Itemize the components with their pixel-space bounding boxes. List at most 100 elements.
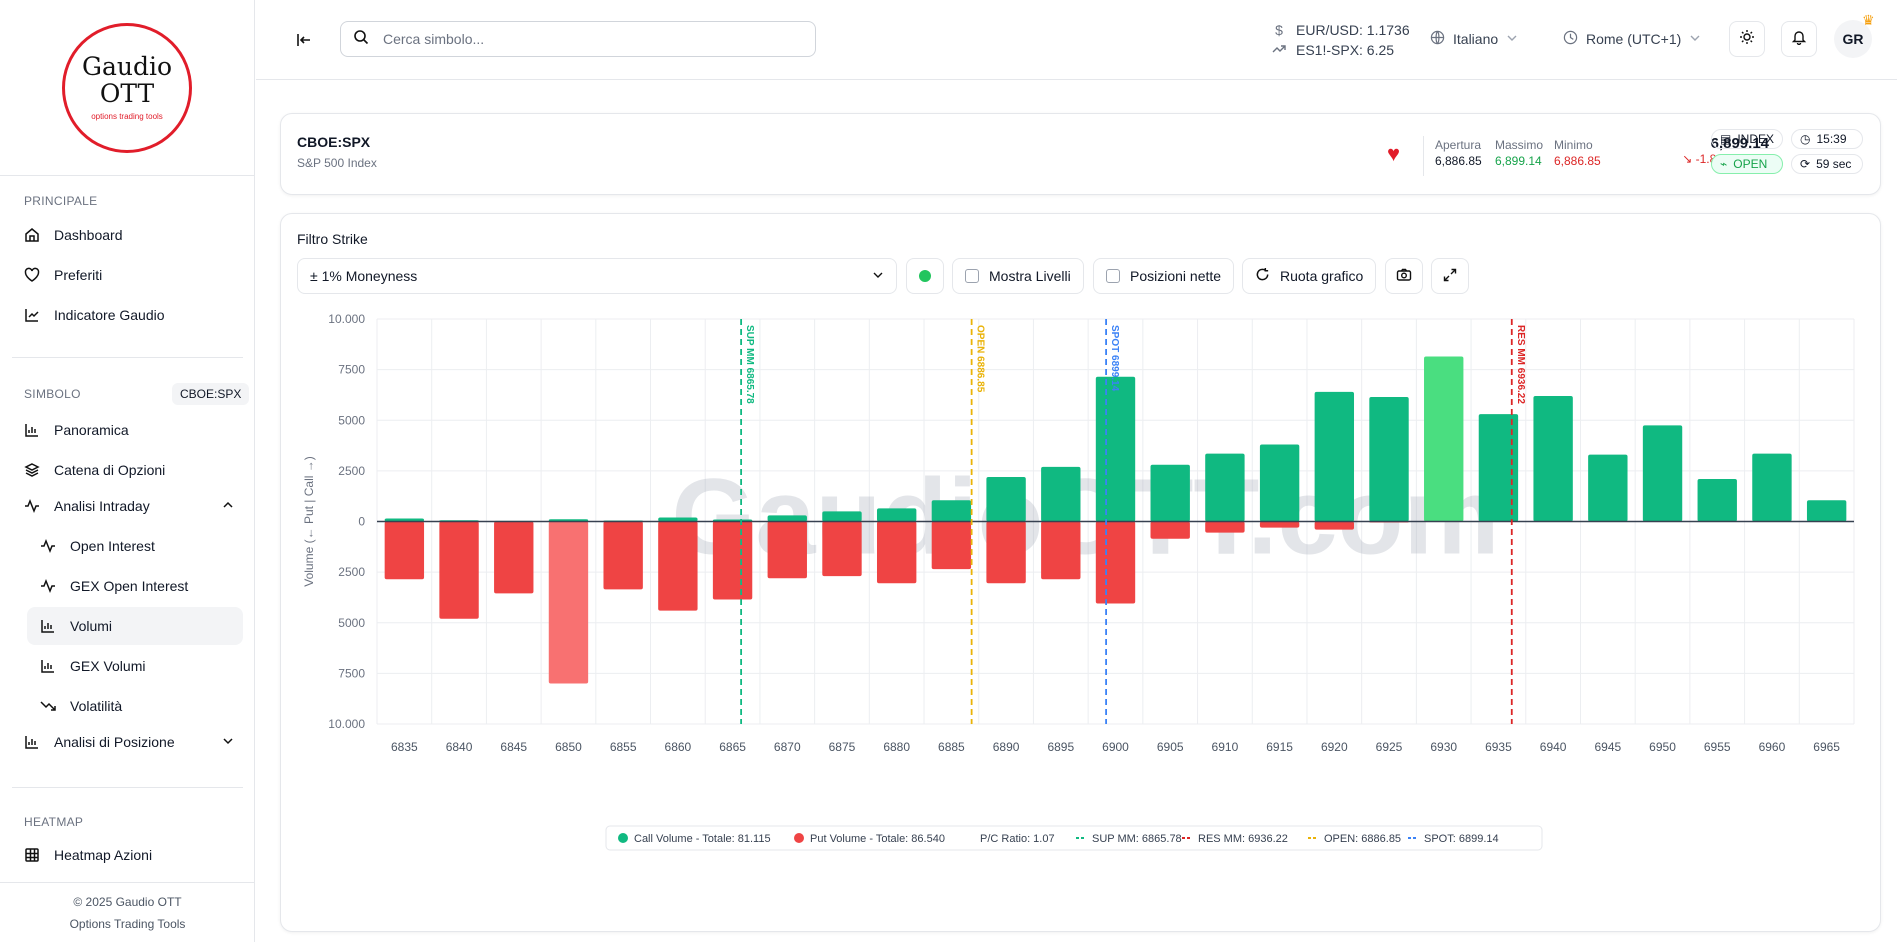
language-selector[interactable]: Italiano — [1430, 30, 1518, 48]
refresh-icon: ⟳ — [1800, 157, 1811, 171]
y-tick-label: 5000 — [338, 616, 365, 630]
camera-icon — [1396, 267, 1412, 286]
theme-toggle-button[interactable] — [1729, 21, 1765, 57]
moneyness-select[interactable]: ± 1% Moneyness — [297, 258, 897, 294]
search-icon — [353, 29, 369, 50]
y-tick-label: 0 — [358, 515, 365, 529]
sidebar-item-label: Indicatore Gaudio — [54, 307, 165, 323]
x-tick-label: 6920 — [1321, 740, 1348, 754]
refresh-badge[interactable]: ⟳ 59 sec — [1791, 154, 1863, 174]
brand-logo[interactable]: Gaudio OTT options trading tools — [62, 22, 192, 153]
put-bar — [548, 521, 589, 684]
x-tick-label: 6930 — [1430, 740, 1457, 754]
user-avatar[interactable]: GR — [1834, 20, 1872, 58]
show-levels-label: Mostra Livelli — [989, 268, 1071, 284]
chevron-down-icon — [1506, 31, 1518, 47]
favorite-heart-icon[interactable]: ♥ — [1387, 141, 1401, 166]
clock-icon: ◷ — [1800, 132, 1811, 146]
chevron-down-icon — [872, 268, 884, 284]
put-bar — [1314, 521, 1355, 530]
topbar: $ EUR/USD: 1.1736 ES1!-SPX: 6.25 Italiano… — [256, 0, 1897, 80]
notifications-button[interactable] — [1781, 21, 1817, 57]
market-status-badge: ⌁ OPEN — [1711, 154, 1783, 174]
put-bar — [1041, 521, 1081, 580]
sidebar-item-catena[interactable]: Catena di Opzioni — [24, 452, 165, 488]
x-tick-label: 6905 — [1157, 740, 1184, 754]
level-label-sup: SUP MM 6865.78 — [744, 325, 755, 404]
copyright-text: © 2025 Gaudio OTT — [73, 895, 182, 909]
y-axis-label: Volume (← Put | Call →) — [302, 456, 316, 587]
x-tick-label: 6960 — [1759, 740, 1786, 754]
put-bar — [494, 521, 534, 594]
sidebar-item-label: Catena di Opzioni — [54, 462, 166, 478]
sidebar-item-dashboard[interactable]: Dashboard — [24, 217, 123, 253]
sidebar-item-gex-volumi[interactable]: GEX Volumi — [40, 648, 145, 684]
sidebar-divider — [12, 787, 243, 788]
net-positions-toggle[interactable]: Posizioni nette — [1093, 258, 1235, 294]
stat-label: Massimo — [1495, 138, 1544, 152]
sidebar-item-preferiti[interactable]: Preferiti — [24, 257, 102, 293]
collapse-sidebar-button[interactable] — [292, 28, 316, 52]
sidebar-item-label: Open Interest — [70, 538, 155, 554]
live-toggle[interactable] — [906, 258, 944, 294]
search-box[interactable] — [340, 21, 816, 57]
rotate-chart-button[interactable]: Ruota grafico — [1242, 258, 1377, 294]
x-tick-label: 6870 — [774, 740, 801, 754]
x-tick-label: 6885 — [938, 740, 965, 754]
search-input[interactable] — [383, 31, 783, 47]
call-bar — [1314, 391, 1355, 522]
symbol-header-card: CBOE:SPX S&P 500 Index ♥ Apertura 6,886.… — [280, 113, 1881, 195]
y-tick-label: 2500 — [338, 464, 365, 478]
call-bar — [1752, 453, 1792, 522]
stat-apertura: Apertura 6,886.85 — [1435, 137, 1482, 169]
sidebar: Gaudio OTT options trading tools PRINCIP… — [0, 0, 255, 942]
show-levels-toggle[interactable]: Mostra Livelli — [952, 258, 1084, 294]
legend-item: RES MM: 6936.22 — [1198, 833, 1288, 845]
sidebar-item-indicatore[interactable]: Indicatore Gaudio — [24, 297, 165, 333]
chart-watermark: GaudioOTT.com — [671, 456, 1499, 577]
sidebar-item-heatmap[interactable]: Heatmap Azioni — [24, 837, 152, 873]
chevron-up-icon — [222, 498, 234, 514]
show-levels-checkbox[interactable] — [965, 269, 979, 283]
x-tick-label: 6860 — [665, 740, 692, 754]
fx-eurusd: EUR/USD: 1.1736 — [1296, 22, 1410, 38]
net-positions-checkbox[interactable] — [1106, 269, 1120, 283]
x-tick-label: 6940 — [1540, 740, 1567, 754]
sidebar-item-gex-oi[interactable]: GEX Open Interest — [40, 568, 188, 604]
fullscreen-button[interactable] — [1431, 258, 1469, 294]
collapse-left-icon — [297, 34, 310, 46]
sidebar-item-volatilita[interactable]: Volatilità — [40, 688, 122, 724]
sidebar-item-open-interest[interactable]: Open Interest — [40, 528, 155, 564]
vertical-divider — [1423, 136, 1424, 176]
sun-icon — [1739, 29, 1755, 50]
dollar-icon: $ — [1275, 22, 1283, 38]
sidebar-item-panoramica[interactable]: Panoramica — [24, 412, 129, 448]
sidebar-item-intraday[interactable]: Analisi Intraday — [24, 488, 234, 524]
sidebar-item-label: Analisi di Posizione — [54, 734, 175, 750]
screenshot-button[interactable] — [1385, 258, 1423, 294]
sidebar-item-posizione[interactable]: Analisi di Posizione — [24, 724, 234, 760]
bar-chart-icon — [24, 422, 40, 438]
trend-down-icon — [40, 698, 56, 714]
y-tick-label: 10.000 — [328, 717, 365, 731]
call-bar — [1697, 478, 1737, 522]
y-tick-label: 10.000 — [328, 312, 365, 326]
sidebar-item-label: Analisi Intraday — [54, 498, 150, 514]
call-bar — [1150, 464, 1190, 522]
sidebar-item-volumi[interactable]: Volumi — [40, 608, 112, 644]
timezone-selector[interactable]: Rome (UTC+1) — [1563, 30, 1701, 48]
sidebar-item-label: GEX Open Interest — [70, 578, 189, 594]
put-bar — [712, 521, 753, 600]
badge-text: INDEX — [1737, 132, 1775, 146]
badge-text: 15:39 — [1816, 132, 1847, 146]
put-bar — [822, 521, 862, 577]
x-tick-label: 6935 — [1485, 740, 1512, 754]
put-bar — [876, 521, 917, 584]
x-tick-label: 6965 — [1813, 740, 1840, 754]
clock-icon — [1563, 30, 1578, 48]
level-label-open: OPEN 6886.85 — [975, 325, 986, 393]
put-bar — [603, 521, 643, 590]
call-bar — [1424, 356, 1464, 522]
sidebar-item-label: GEX Volumi — [70, 658, 146, 674]
logo-area: Gaudio OTT options trading tools — [0, 0, 254, 176]
